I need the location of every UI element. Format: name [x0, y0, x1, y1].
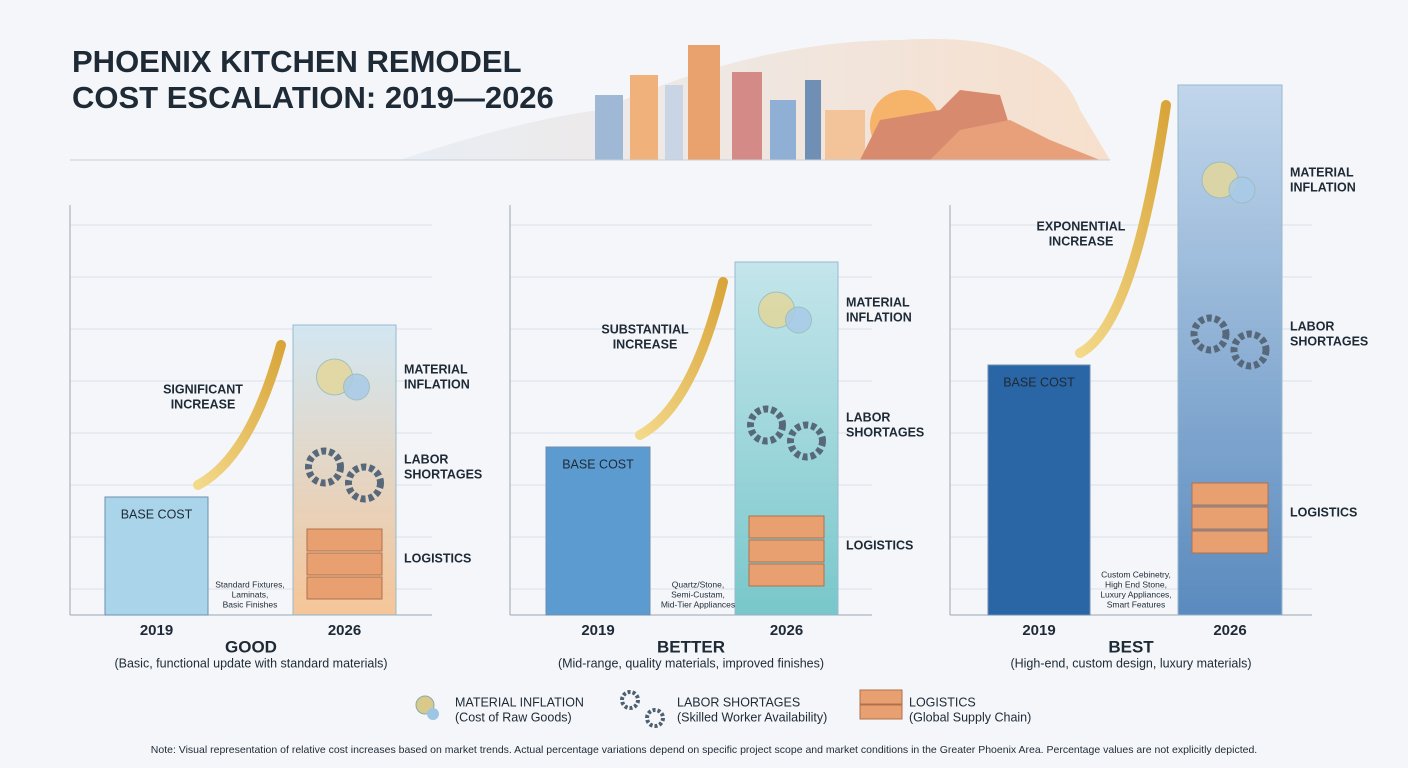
legend-title: LOGISTICS	[909, 695, 976, 709]
bubble-icon	[343, 373, 370, 401]
legend-icons	[415, 689, 903, 728]
increase-label: INCREASE	[613, 337, 678, 351]
gear-icon	[747, 405, 786, 445]
increase-label: INCREASE	[1049, 234, 1114, 248]
base-label: BASE COST	[562, 457, 634, 471]
year-label: 2026	[328, 622, 361, 639]
base-label: BASE COST	[1003, 375, 1075, 389]
tier-label: GOOD	[225, 637, 277, 656]
base-label: BASE COST	[121, 507, 193, 521]
crate-icon	[306, 528, 383, 552]
increase-arrow	[1075, 100, 1171, 358]
tier-label: BEST	[1108, 637, 1154, 656]
title-line: COST ESCALATION: 2019—2026	[72, 80, 554, 115]
crate-icon	[748, 515, 825, 539]
factor-label: LABOR	[846, 410, 890, 424]
finish-note: High End Stone,	[1105, 579, 1167, 589]
increase-label: SUBSTANTIAL	[601, 322, 689, 336]
finish-note: Basic Finishes	[223, 599, 278, 609]
gear-icon	[1230, 330, 1270, 370]
increase-arrow	[635, 277, 728, 440]
base-bar	[545, 446, 651, 616]
factor-label: LOGISTICS	[846, 538, 913, 552]
legend-subtitle: (Cost of Raw Goods)	[455, 710, 572, 724]
factor-label: MATERIAL	[1290, 165, 1354, 179]
finish-note: Luxury Appliances,	[1100, 589, 1171, 599]
crate-icon	[748, 539, 825, 563]
tier-description: (Mid-range, quality materials, improved …	[558, 656, 824, 670]
year-label: 2019	[1022, 622, 1055, 639]
tier-label: BETTER	[657, 637, 725, 656]
tier-description: (Basic, functional update with standard …	[114, 656, 387, 670]
gear-icon	[305, 447, 344, 487]
legend-title: LABOR SHORTAGES	[677, 695, 800, 709]
increase-label: INCREASE	[171, 397, 236, 411]
finish-note: Mid-Tier Appliances	[661, 599, 735, 609]
base-bar	[987, 364, 1091, 616]
finish-note: Standard Fixtures,	[215, 579, 284, 589]
factor-label: INFLATION	[1290, 180, 1356, 194]
crate-icon	[1191, 482, 1269, 506]
factor-label: SHORTAGES	[846, 425, 924, 439]
factor-label: LABOR	[1290, 319, 1334, 333]
factor-label: SHORTAGES	[404, 467, 482, 481]
bubble-icon	[785, 306, 812, 334]
factor-label: LABOR	[404, 452, 448, 466]
bubble-icon	[1228, 176, 1256, 204]
gear-icon	[787, 421, 826, 461]
legend-subtitle: (Global Supply Chain)	[909, 710, 1031, 724]
finish-note: Custom Cebinetry,	[1101, 569, 1171, 579]
year-label: 2019	[140, 622, 173, 639]
tier-description: (High-end, custom design, luxury materia…	[1010, 656, 1251, 670]
factor-label: MATERIAL	[846, 295, 910, 309]
year-label: 2026	[770, 622, 803, 639]
crate-icon	[306, 552, 383, 576]
footnote: Note: Visual representation of relative …	[151, 744, 1257, 756]
gear-icon	[1190, 314, 1230, 354]
crate-icon	[1191, 506, 1269, 530]
factor-label: INFLATION	[846, 310, 912, 324]
finish-note: Quartz/Stone,	[672, 579, 724, 589]
factor-label: INFLATION	[404, 377, 470, 391]
finish-note: Laminats,	[232, 589, 269, 599]
factor-label: SHORTAGES	[1290, 334, 1368, 348]
crate-icon	[748, 563, 825, 587]
base-bar	[104, 496, 209, 616]
factor-label: MATERIAL	[404, 362, 468, 376]
factor-label: LOGISTICS	[1290, 505, 1357, 519]
title-line: PHOENIX KITCHEN REMODEL	[72, 44, 522, 79]
year-label: 2026	[1213, 622, 1246, 639]
year-label: 2019	[581, 622, 614, 639]
legend-subtitle: (Skilled Worker Availability)	[677, 710, 827, 724]
legend-title: MATERIAL INFLATION	[455, 695, 584, 709]
increase-label: EXPONENTIAL	[1037, 219, 1126, 233]
gear-icon	[345, 463, 384, 503]
finish-note: Semi-Custam,	[671, 589, 725, 599]
increase-arrow	[193, 340, 286, 490]
increase-label: SIGNIFICANT	[163, 382, 243, 396]
skyline	[70, 38, 1110, 161]
finish-note: Smart Features	[1107, 599, 1166, 609]
crate-icon	[306, 576, 383, 600]
factor-label: LOGISTICS	[404, 551, 471, 565]
panels	[69, 84, 1312, 616]
crate-icon	[1191, 530, 1269, 554]
